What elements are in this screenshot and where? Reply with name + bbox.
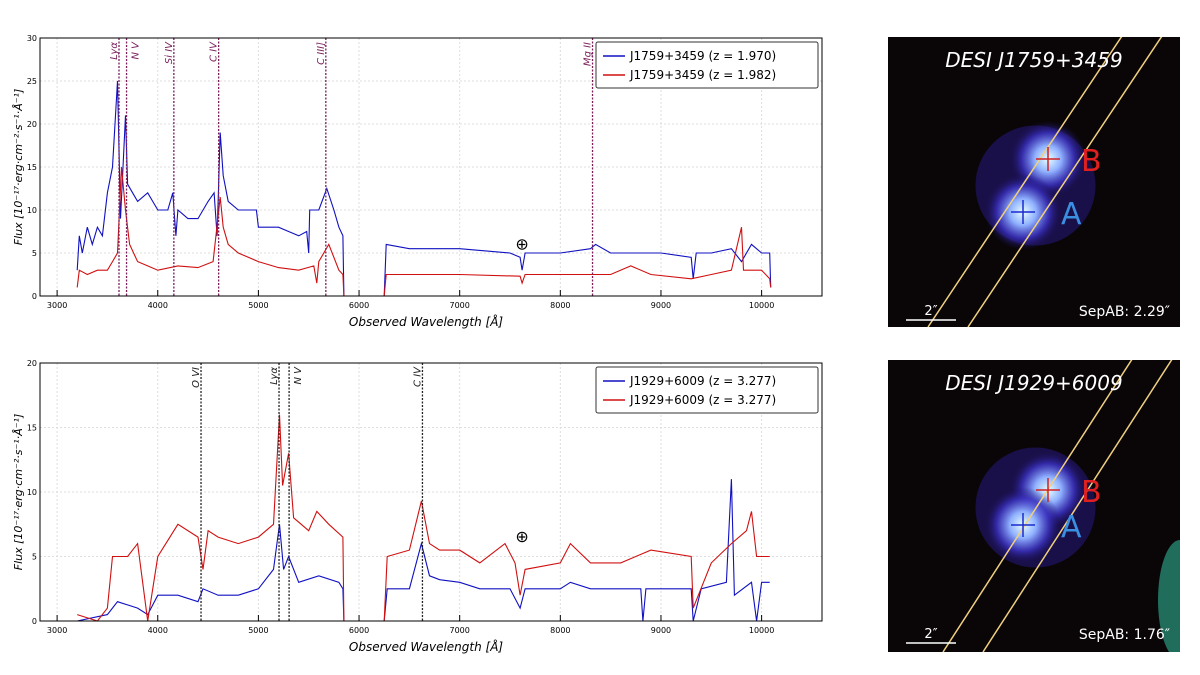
emission-line-label: N V bbox=[293, 366, 304, 385]
emission-line-label: C IV bbox=[209, 41, 220, 62]
legend: J1759+3459 (z = 1.970) J1759+3459 (z = 1.… bbox=[595, 41, 819, 89]
x-tick-label: 9000 bbox=[651, 626, 671, 635]
emission-line-label: O VI bbox=[191, 367, 202, 388]
x-axis-label: Observed Wavelength [Å] bbox=[349, 314, 504, 329]
image-title: DESI J1929+6009 bbox=[945, 371, 1122, 395]
y-tick-label: 10 bbox=[27, 206, 37, 215]
y-tick-label: 20 bbox=[27, 359, 37, 368]
series-line-0 bbox=[77, 479, 770, 622]
series-line-0 bbox=[76, 80, 772, 297]
x-tick-label: 8000 bbox=[550, 626, 570, 635]
x-axis-label: Observed Wavelength [Å] bbox=[349, 639, 504, 654]
x-tick-label: 4000 bbox=[148, 626, 168, 635]
emission-line-label: N V bbox=[131, 41, 142, 60]
legend-entry: J1929+6009 (z = 3.277) bbox=[629, 393, 776, 407]
label-a: A bbox=[1061, 510, 1082, 545]
label-b: B bbox=[1081, 144, 1102, 179]
image-cutout-j1929: A B DESI J1929+6009 2″ SepAB: 1.76″ bbox=[888, 349, 1200, 660]
emission-line-label: Lyα bbox=[109, 42, 120, 60]
slit-edge bbox=[982, 349, 1179, 653]
separation-label: SepAB: 1.76″ bbox=[1079, 627, 1170, 643]
y-axis-label: Flux [10⁻¹⁷·erg·cm⁻²·s⁻¹·Å⁻¹] bbox=[12, 89, 25, 246]
legend: J1929+6009 (z = 3.277) J1929+6009 (z = 3.… bbox=[595, 366, 819, 414]
label-a: A bbox=[1061, 197, 1082, 232]
x-tick-label: 3000 bbox=[47, 301, 67, 310]
legend-entry: J1759+3459 (z = 1.982) bbox=[629, 68, 776, 82]
emission-line-label: Si IV bbox=[164, 41, 175, 64]
y-tick-label: 0 bbox=[32, 292, 37, 301]
series-line-1 bbox=[77, 414, 770, 622]
y-tick-label: 10 bbox=[27, 488, 37, 497]
y-tick-label: 20 bbox=[27, 120, 37, 129]
x-tick-label: 3000 bbox=[47, 626, 67, 635]
image-title: DESI J1759+3459 bbox=[945, 48, 1122, 72]
image-cutout-canvas: AB DESI J1929+6009 2″ SepAB: 1.76″ bbox=[906, 349, 1200, 660]
emission-line-label: Mg II bbox=[583, 42, 594, 66]
x-tick-label: 4000 bbox=[148, 301, 168, 310]
slit-edge bbox=[942, 349, 1139, 653]
x-tick-label: 5000 bbox=[248, 626, 268, 635]
telluric-symbol: ⊕ bbox=[515, 527, 528, 546]
x-tick-label: 5000 bbox=[248, 301, 268, 310]
legend-box bbox=[595, 41, 819, 89]
spectrum-plot-j1759: 3000 4000 5000 6000 7000 8000 9000 10000 0 5 10 15 2… bbox=[12, 34, 823, 329]
legend-box bbox=[595, 366, 819, 414]
y-tick-label: 30 bbox=[27, 34, 37, 43]
spectrum-plot-j1929: 3000 4000 5000 6000 7000 8000 9000 10000 0 5 10 15 2… bbox=[12, 359, 823, 654]
x-tick-label: 10000 bbox=[749, 626, 774, 635]
scale-label: 2″ bbox=[924, 304, 937, 319]
y-tick-label: 15 bbox=[27, 163, 37, 172]
y-tick-label: 5 bbox=[32, 553, 37, 562]
slit-edge bbox=[967, 26, 1169, 328]
slit-edge bbox=[927, 26, 1129, 328]
separation-label: SepAB: 2.29″ bbox=[1079, 304, 1170, 320]
x-tick-label: 10000 bbox=[749, 301, 774, 310]
y-axis-label: Flux [10⁻¹⁷·erg·cm⁻²·s⁻¹·Å⁻¹] bbox=[12, 414, 25, 571]
x-tick-label: 6000 bbox=[349, 626, 369, 635]
x-tick-label: 8000 bbox=[550, 301, 570, 310]
y-tick-label: 5 bbox=[32, 249, 37, 258]
y-tick-label: 15 bbox=[27, 424, 37, 433]
telluric-symbol: ⊕ bbox=[515, 234, 528, 253]
image-cutout-j1759: A B DESI J1759+3459 2″ SepAB: 2.29″ bbox=[888, 26, 1180, 328]
x-tick-label: 7000 bbox=[450, 626, 470, 635]
emission-line-label: C IV bbox=[412, 366, 423, 387]
plot-frame bbox=[39, 37, 823, 297]
y-tick-label: 0 bbox=[32, 617, 37, 626]
emission-line-label: C III] bbox=[316, 42, 327, 65]
x-tick-label: 9000 bbox=[651, 301, 671, 310]
plot-frame bbox=[39, 362, 823, 622]
legend-entry: J1759+3459 (z = 1.970) bbox=[629, 49, 776, 63]
y-tick-label: 25 bbox=[27, 77, 37, 86]
x-tick-label: 6000 bbox=[349, 301, 369, 310]
emission-line-label: Lyα bbox=[269, 367, 280, 385]
image-cutout-canvas: AB DESI J1759+3459 2″ SepAB: 2.29″ bbox=[906, 26, 1170, 328]
label-b: B bbox=[1081, 475, 1102, 510]
legend-entry: J1929+6009 (z = 3.277) bbox=[629, 374, 776, 388]
scale-label: 2″ bbox=[924, 627, 937, 642]
series-line-1 bbox=[76, 166, 772, 297]
x-tick-label: 7000 bbox=[450, 301, 470, 310]
